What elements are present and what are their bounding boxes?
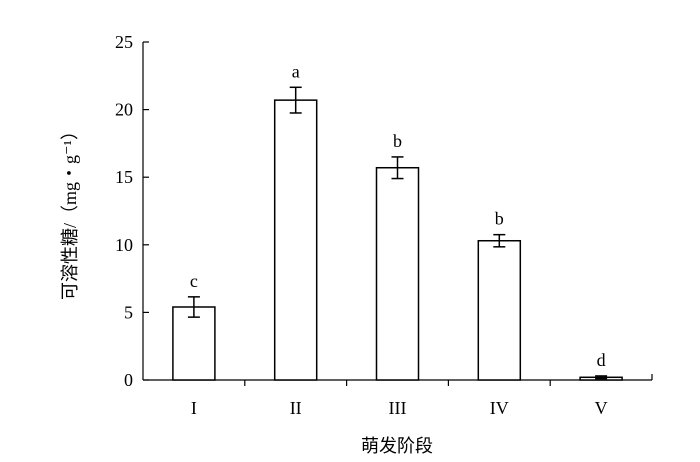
y-tick-label: 10 [115,235,133,255]
y-tick-label: 5 [124,302,133,322]
category-label: V [595,398,608,418]
significance-label: a [292,61,300,81]
x-axis-label: 萌发阶段 [361,436,433,456]
y-axis-label: 可溶性糖/（mg・g⁻¹） [60,122,80,300]
significance-label: b [495,209,504,229]
category-label: IV [490,398,509,418]
bars: c a b b d [172,61,623,381]
bar-IV [477,239,522,381]
category-label: I [191,398,197,418]
x-ticks: I II III IV V [191,374,653,418]
bar-III [375,166,420,381]
significance-label: b [393,131,402,151]
y-tick-label: 15 [115,167,133,187]
bar-I [172,306,216,381]
significance-label: d [597,350,606,370]
y-tick-label: 0 [124,370,133,390]
y-tick-label: 20 [115,100,133,120]
bar-II [273,99,318,381]
category-label: III [389,398,407,418]
category-label: II [290,398,302,418]
y-tick-label: 25 [115,32,133,52]
y-ticks: 0 5 10 15 20 25 [115,32,149,390]
significance-label: c [190,271,198,291]
